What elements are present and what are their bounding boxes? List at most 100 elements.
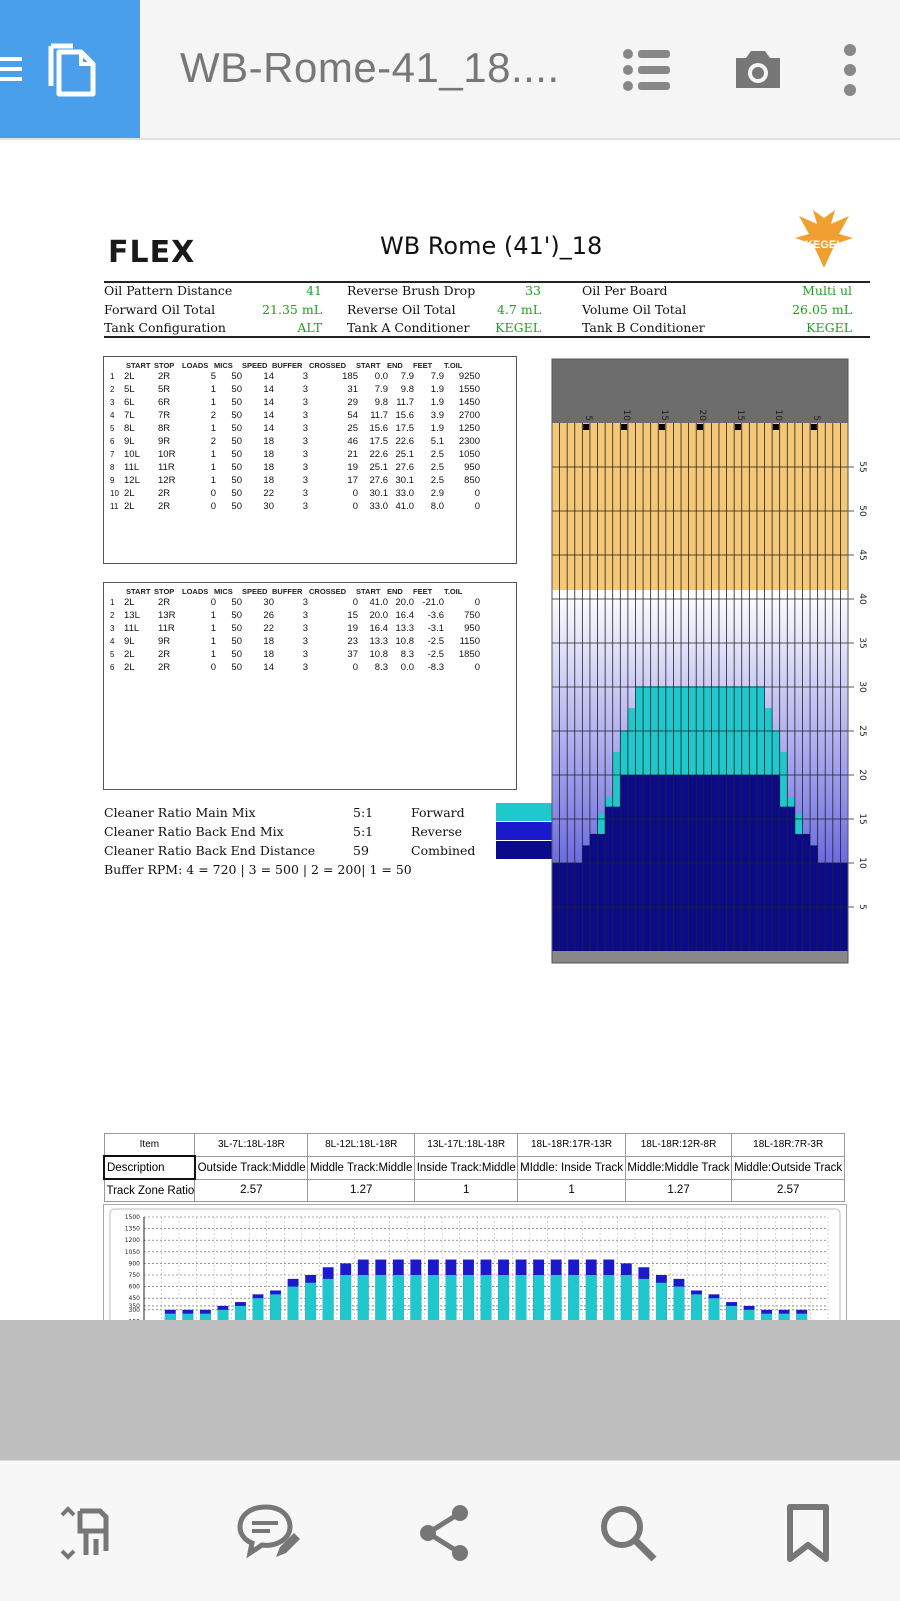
bar-forward bbox=[638, 1278, 650, 1333]
legend-label: Forward bbox=[411, 805, 465, 820]
bar-forward bbox=[568, 1275, 580, 1333]
table-cell: 18 bbox=[263, 462, 274, 473]
table-cell: 1.9 bbox=[430, 384, 444, 395]
bar-forward bbox=[498, 1275, 509, 1333]
bar-forward bbox=[427, 1275, 439, 1333]
table-cell: 1850 bbox=[458, 649, 480, 660]
search-icon[interactable] bbox=[596, 1501, 660, 1565]
table-cell: 30 bbox=[263, 501, 274, 512]
ft-label: 55 bbox=[857, 461, 867, 472]
legend-label: Reverse bbox=[411, 824, 463, 839]
camera-icon[interactable] bbox=[728, 40, 788, 100]
ft-label: 10 bbox=[857, 857, 867, 869]
arrow-marker bbox=[810, 424, 817, 430]
table-cell: 1 bbox=[210, 384, 216, 395]
pages-icon[interactable] bbox=[45, 42, 97, 98]
table-cell: 25.1 bbox=[395, 449, 415, 460]
table-cell: 50 bbox=[231, 597, 242, 608]
menu-icon[interactable] bbox=[0, 55, 22, 83]
table-cell: 3 bbox=[302, 462, 308, 473]
table-cell: 0.0 bbox=[400, 662, 414, 673]
zone-cell: 1.27 bbox=[307, 1178, 416, 1202]
list-icon[interactable] bbox=[618, 40, 678, 100]
row-number: 4 bbox=[110, 411, 115, 420]
info-value: 21.35 mL bbox=[262, 301, 322, 317]
table-cell: 30.1 bbox=[369, 488, 389, 499]
table-cell: 33.0 bbox=[395, 488, 415, 499]
bar-forward bbox=[480, 1275, 492, 1333]
y-tick-label: 750 bbox=[129, 1272, 141, 1279]
table-cell: 50 bbox=[231, 662, 242, 673]
table-cell: 50 bbox=[231, 462, 242, 473]
buffer-rpm: Buffer RPM: 4 = 720 | 3 = 500 | 2 = 200|… bbox=[104, 862, 412, 877]
row-number: 6 bbox=[110, 437, 115, 446]
table-cell: 50 bbox=[231, 397, 242, 408]
table-cell: 2 bbox=[210, 436, 216, 447]
table-cell: 750 bbox=[464, 610, 480, 621]
pdf-page[interactable]: FLEX WB Rome (41')_18 KEGEL Oil Pattern … bbox=[0, 140, 900, 1384]
comment-edit-icon[interactable] bbox=[236, 1501, 300, 1565]
table-cell: 1 bbox=[210, 475, 216, 486]
table-header: FEET bbox=[413, 361, 433, 370]
table-cell: 0 bbox=[210, 662, 216, 673]
table-cell: 9.8 bbox=[400, 384, 414, 395]
table-cell: 21 bbox=[347, 449, 358, 460]
zone-cell: 1 bbox=[414, 1178, 519, 1202]
table-cell: -2.5 bbox=[427, 649, 444, 660]
table-cell: 8.3 bbox=[400, 649, 414, 660]
legend-swatch bbox=[496, 841, 552, 859]
ft-label: 35 bbox=[857, 637, 867, 648]
table-cell: 3 bbox=[302, 397, 308, 408]
row-number: 5 bbox=[110, 650, 115, 659]
table-cell: 9R bbox=[158, 636, 171, 647]
pages-button[interactable] bbox=[0, 0, 140, 138]
zone-cell: Middle:Outside Track bbox=[731, 1155, 845, 1180]
bar-forward bbox=[392, 1275, 404, 1333]
document-title[interactable]: WB-Rome-41_18.... bbox=[180, 44, 560, 91]
table-cell: 6R bbox=[158, 397, 171, 408]
svg-text:KEGEL: KEGEL bbox=[805, 239, 843, 251]
table-cell: 9L bbox=[124, 436, 135, 447]
info-value: 26.05 mL bbox=[792, 301, 852, 317]
table-cell: 19 bbox=[347, 462, 358, 473]
table-cell: 27.6 bbox=[395, 462, 415, 473]
board-label: 5 bbox=[811, 415, 821, 421]
more-vert-icon[interactable] bbox=[820, 40, 880, 100]
info-value: 41 bbox=[306, 283, 322, 298]
combined-oil-board bbox=[779, 806, 788, 951]
table-cell: 2L bbox=[124, 662, 135, 673]
table-cell: 14 bbox=[263, 397, 274, 408]
share-icon[interactable] bbox=[414, 1501, 478, 1565]
table-cell: 18 bbox=[263, 475, 274, 486]
table-cell: 50 bbox=[231, 423, 242, 434]
bar-forward bbox=[235, 1305, 246, 1333]
table-header: SPEED bbox=[242, 361, 268, 370]
bookmark-icon[interactable] bbox=[776, 1501, 840, 1565]
table-cell: 3 bbox=[302, 436, 308, 447]
ratio-value: 5:1 bbox=[353, 805, 374, 820]
bar-forward bbox=[357, 1275, 369, 1333]
table-cell: 2L bbox=[124, 488, 135, 499]
zone-header: 18L-18R:7R-3R bbox=[731, 1133, 845, 1157]
bar-forward bbox=[550, 1275, 562, 1333]
table-cell: 12L bbox=[124, 475, 140, 486]
table-cell: 11R bbox=[158, 462, 175, 473]
table-cell: 14 bbox=[263, 371, 274, 382]
board-label: 10 bbox=[621, 410, 631, 422]
table-cell: 3 bbox=[302, 662, 308, 673]
table-cell: 15.6 bbox=[369, 423, 389, 434]
y-tick-label: 300 bbox=[129, 1307, 141, 1314]
table-cell: 23 bbox=[347, 636, 358, 647]
bar-forward bbox=[445, 1275, 457, 1333]
reflow-icon[interactable] bbox=[56, 1501, 120, 1565]
table-cell: 6L bbox=[124, 397, 135, 408]
y-tick-label: 350 bbox=[129, 1303, 141, 1310]
table-cell: 5L bbox=[124, 384, 135, 395]
table-header: END bbox=[387, 587, 403, 596]
flex-logo: FLEX bbox=[108, 235, 196, 270]
combined-oil-board bbox=[589, 833, 598, 951]
board-label: 20 bbox=[697, 410, 707, 422]
table-cell: 14 bbox=[263, 384, 274, 395]
table-cell: 1550 bbox=[458, 384, 480, 395]
table-cell: 20.0 bbox=[395, 597, 415, 608]
